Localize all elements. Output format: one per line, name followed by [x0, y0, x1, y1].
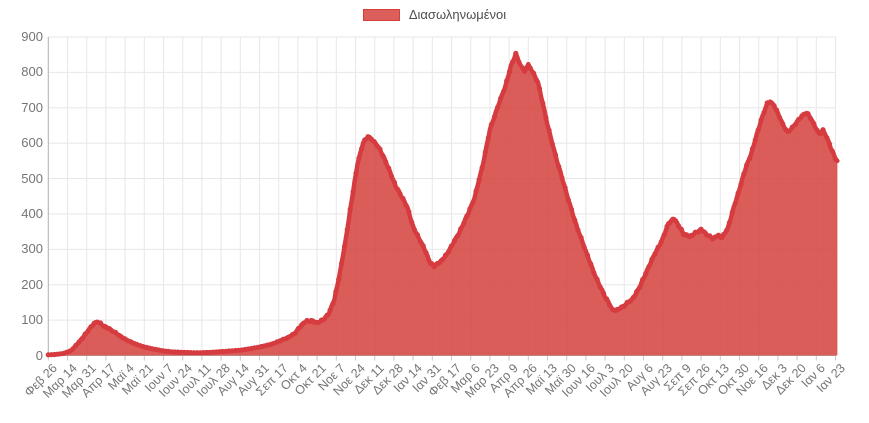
legend-swatch-icon [362, 9, 400, 21]
y-tick-label: 300 [21, 241, 43, 257]
y-tick-label: 700 [21, 99, 43, 115]
y-tick-label: 0 [35, 347, 43, 363]
y-tick-label: 500 [21, 170, 43, 186]
y-tick-label: 400 [21, 205, 43, 221]
area-series [48, 53, 838, 356]
y-tick-label: 600 [21, 135, 43, 151]
y-tick-label: 100 [21, 312, 43, 328]
y-tick-label: 900 [21, 29, 43, 44]
legend[interactable]: Διασωληνωμένοι [0, 8, 869, 22]
y-tick-label: 800 [21, 64, 43, 80]
series-line [46, 51, 840, 357]
legend-label: Διασωληνωμένοι [408, 7, 507, 22]
y-tick-label: 200 [21, 276, 43, 292]
